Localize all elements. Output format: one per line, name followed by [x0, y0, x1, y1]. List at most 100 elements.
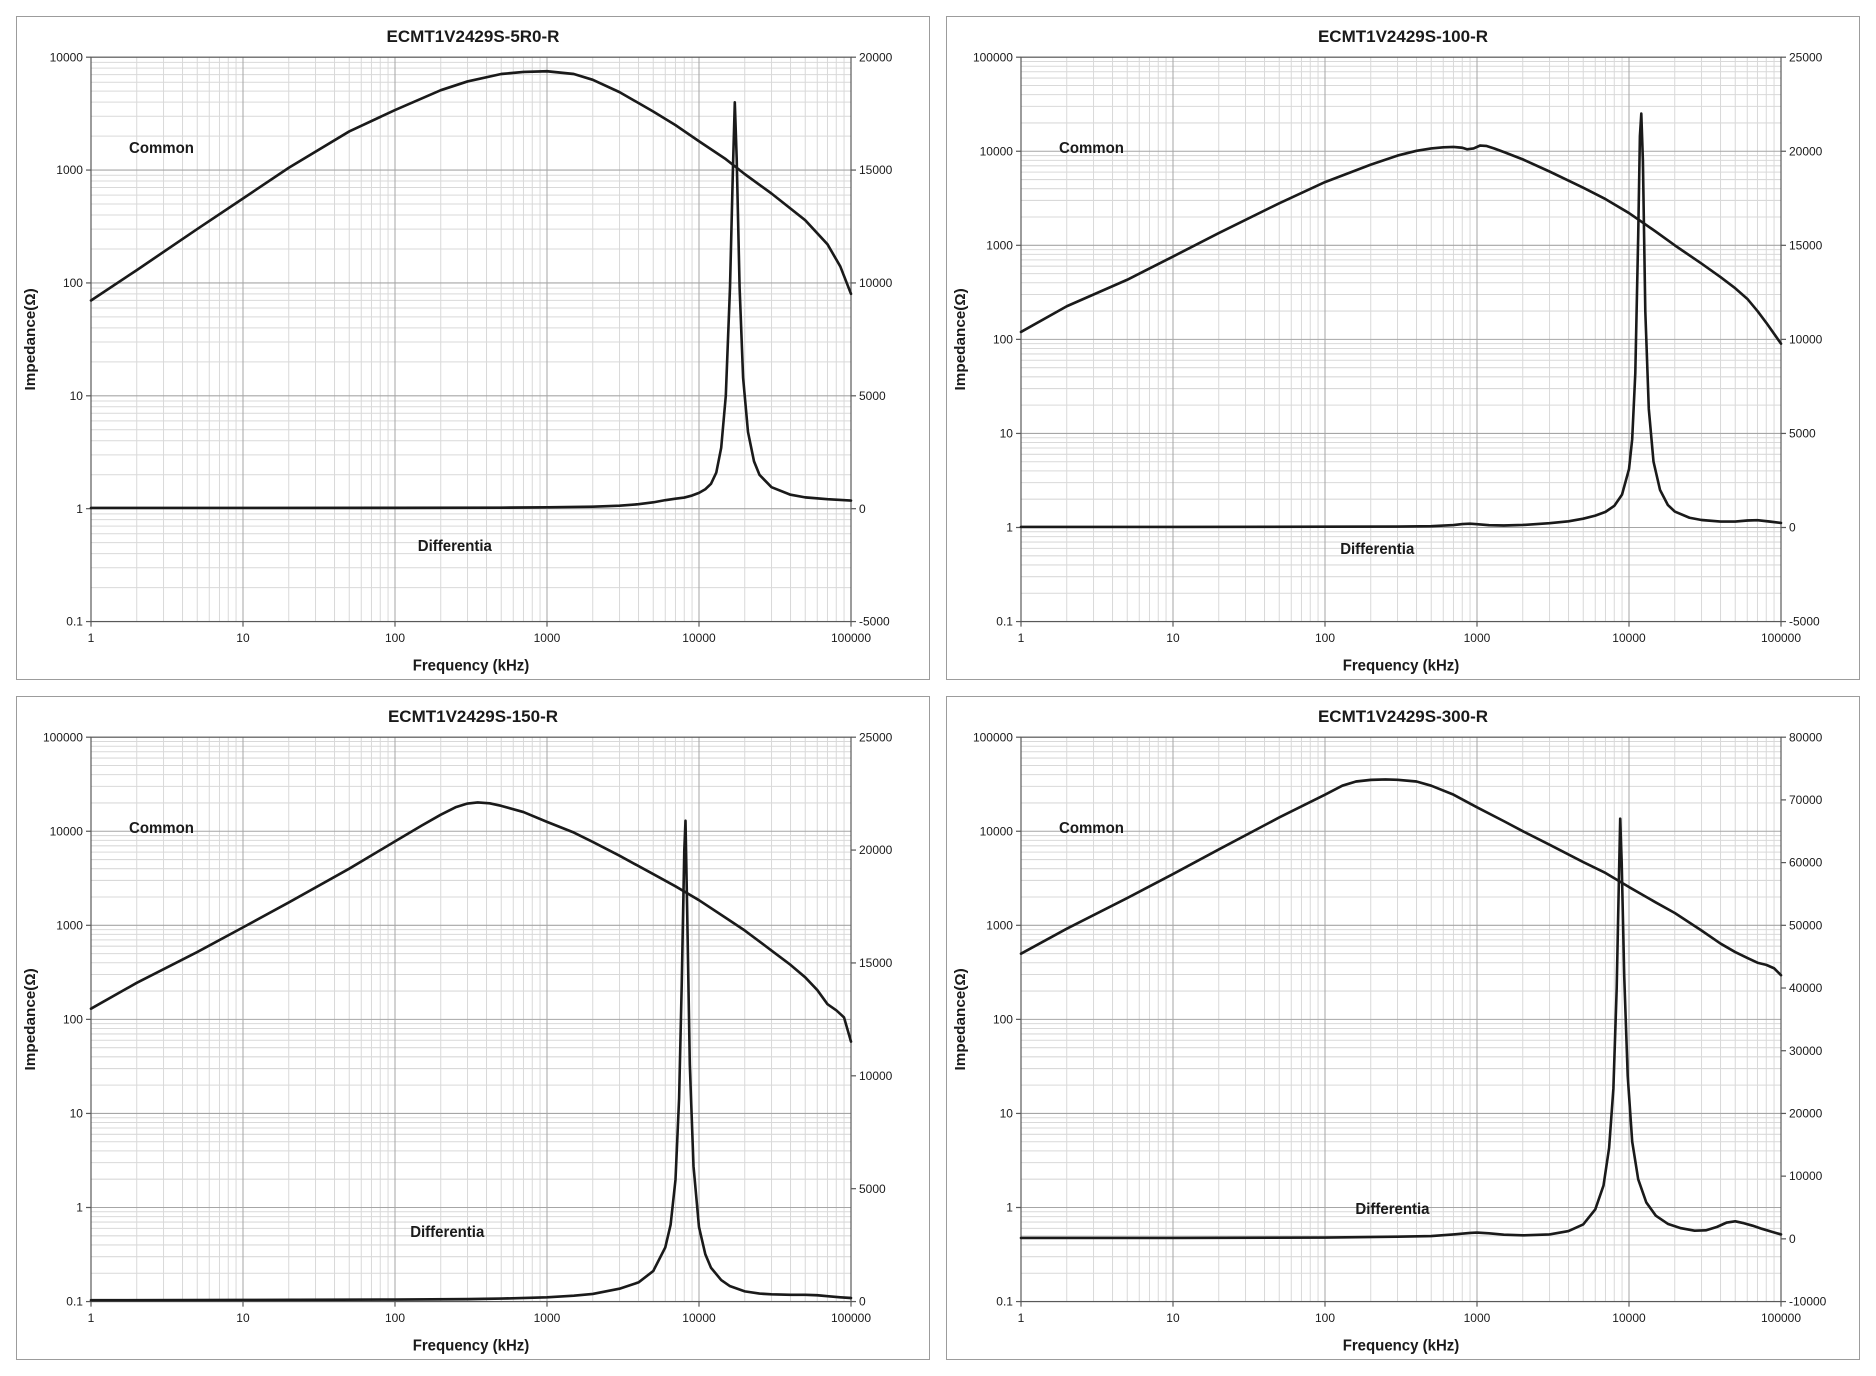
x-tick-label: 100	[385, 1311, 405, 1325]
left-tick-label: 100	[993, 1013, 1013, 1027]
left-tick-label: 1000	[986, 919, 1013, 933]
chart-plot: 1 10 100 1000 10000 100000 0.1 1 10 100 1000 10000 1…	[947, 47, 1859, 679]
right-tick-label: 0	[1789, 521, 1796, 535]
x-axis-title: Frequency (kHz)	[413, 1338, 530, 1355]
grid	[91, 737, 851, 1302]
x-tick-label: 10	[1166, 1311, 1180, 1325]
left-tick-label: 10	[70, 1107, 84, 1121]
x-tick-label: 10000	[1612, 631, 1646, 645]
left-tick-label: 100000	[43, 731, 83, 745]
grid	[91, 57, 851, 622]
differentia-mode-curve	[1019, 112, 1783, 529]
left-tick-label: 10000	[980, 825, 1014, 839]
x-tick-label: 10000	[682, 1311, 716, 1325]
x-tick-label: 100000	[831, 631, 871, 645]
chart-panel-300: ECMT1V2429S-300-R 1 10 100 1000 10000 100000 0…	[946, 696, 1860, 1360]
differentia-mode-curve	[89, 101, 853, 510]
x-tick-label: 100	[1315, 1311, 1335, 1325]
x-axis-title: Frequency (kHz)	[1343, 1338, 1460, 1355]
x-axis-title: Frequency (kHz)	[1343, 658, 1460, 675]
right-tick-label: 15000	[859, 163, 893, 177]
chart-plot: 1 10 100 1000 10000 100000 0.1 1 10 100 1000 10000 1…	[947, 727, 1859, 1359]
left-tick-label: 0.1	[996, 1295, 1013, 1309]
left-tick-label: 10000	[50, 51, 84, 65]
x-tick-label: 100000	[1761, 631, 1801, 645]
x-tick-label: 100000	[1761, 1311, 1801, 1325]
x-tick-label: 100000	[831, 1311, 871, 1325]
left-tick-label: 1000	[986, 239, 1013, 253]
left-tick-label: 10	[1000, 1107, 1014, 1121]
left-tick-label: 100	[63, 1013, 83, 1027]
series-label: Common	[1059, 820, 1124, 837]
left-tick-label: 1	[76, 1201, 83, 1215]
left-tick-label: 0.1	[996, 615, 1013, 629]
right-tick-label: 5000	[1789, 427, 1816, 441]
chart-panel-150: ECMT1V2429S-150-R 1 10 100 1000 10000 100000 0…	[16, 696, 930, 1360]
chart-panel-5r0: ECMT1V2429S-5R0-R 1 10 100 1000 10000 100000 0…	[16, 16, 930, 680]
right-tick-label: 10000	[859, 1069, 893, 1083]
series-label: Common	[1059, 140, 1124, 157]
right-tick-label: 0	[1789, 1232, 1796, 1246]
right-tick-label: 40000	[1789, 981, 1823, 995]
right-tick-label: 10000	[859, 276, 893, 290]
right-tick-label: 70000	[1789, 793, 1823, 807]
x-tick-label: 10	[1166, 631, 1180, 645]
right-tick-label: 20000	[1789, 145, 1823, 159]
left-tick-label: 1	[1006, 521, 1013, 535]
right-tick-label: 25000	[859, 731, 893, 745]
plot-frame	[90, 56, 852, 623]
right-tick-label: 80000	[1789, 731, 1823, 745]
right-tick-label: 20000	[859, 51, 893, 65]
right-tick-label: 60000	[1789, 856, 1823, 870]
left-tick-label: 10000	[50, 825, 84, 839]
axis-ticks: 1 10 100 1000 10000 1000000.1110100100010000-…	[50, 51, 893, 646]
left-tick-label: 0.1	[66, 615, 83, 629]
right-tick-label: 20000	[1789, 1107, 1823, 1121]
chart-title: ECMT1V2429S-300-R	[1317, 707, 1489, 726]
chart-title: ECMT1V2429S-100-R	[1317, 27, 1489, 46]
left-tick-label: 10	[1000, 427, 1014, 441]
left-tick-label: 1	[76, 502, 83, 516]
chart-svg: 1 10 100 1000 10000 1000000.11101001000100001…	[952, 51, 1823, 675]
x-tick-label: 1	[1018, 1311, 1025, 1325]
left-tick-label: 100000	[973, 51, 1013, 65]
right-tick-label: 10000	[1789, 1170, 1823, 1184]
series-label: Common	[129, 140, 194, 157]
right-tick-label: 15000	[1789, 239, 1823, 253]
common-mode-curve	[1019, 778, 1783, 977]
left-tick-label: 100	[63, 276, 83, 290]
chart-svg: 1 10 100 1000 10000 1000000.11101001000100001…	[22, 731, 893, 1355]
axis-ticks: 1 10 100 1000 10000 1000000.11101001000100001…	[43, 731, 893, 1326]
right-tick-label: -10000	[1789, 1295, 1827, 1309]
x-tick-label: 1	[1018, 631, 1025, 645]
x-tick-label: 1000	[534, 631, 561, 645]
right-tick-label: 15000	[859, 956, 893, 970]
right-tick-label: -5000	[859, 615, 890, 629]
x-tick-label: 1000	[534, 1311, 561, 1325]
left-tick-label: 100000	[973, 731, 1013, 745]
right-tick-label: 5000	[859, 389, 886, 403]
left-tick-label: 10	[70, 389, 84, 403]
left-tick-label: 10000	[980, 145, 1014, 159]
common-mode-curve	[89, 70, 853, 303]
left-tick-label: 100	[993, 333, 1013, 347]
chart-title: ECMT1V2429S-5R0-R	[386, 27, 560, 46]
right-tick-label: 20000	[859, 843, 893, 857]
differentia-mode-curve	[89, 819, 853, 1302]
x-tick-label: 100	[385, 631, 405, 645]
chart-svg: 1 10 100 1000 10000 1000000.11101001000100001…	[952, 731, 1827, 1355]
chart-title: ECMT1V2429S-150-R	[387, 707, 559, 726]
axis-ticks: 1 10 100 1000 10000 1000000.11101001000100001…	[973, 51, 1823, 646]
axis-ticks: 1 10 100 1000 10000 1000000.11101001000100001…	[973, 731, 1827, 1326]
y-axis-title: Impedance(Ω)	[952, 289, 969, 391]
left-tick-label: 1000	[56, 919, 83, 933]
right-tick-label: 10000	[1789, 333, 1823, 347]
x-tick-label: 100	[1315, 631, 1335, 645]
x-tick-label: 10	[236, 1311, 250, 1325]
common-mode-curve	[89, 801, 853, 1044]
chart-svg: 1 10 100 1000 10000 1000000.1110100100010000-…	[22, 51, 893, 675]
left-tick-label: 1000	[56, 163, 83, 177]
x-tick-label: 10000	[1612, 1311, 1646, 1325]
right-tick-label: 50000	[1789, 919, 1823, 933]
y-axis-title: Impedance(Ω)	[952, 969, 969, 1071]
